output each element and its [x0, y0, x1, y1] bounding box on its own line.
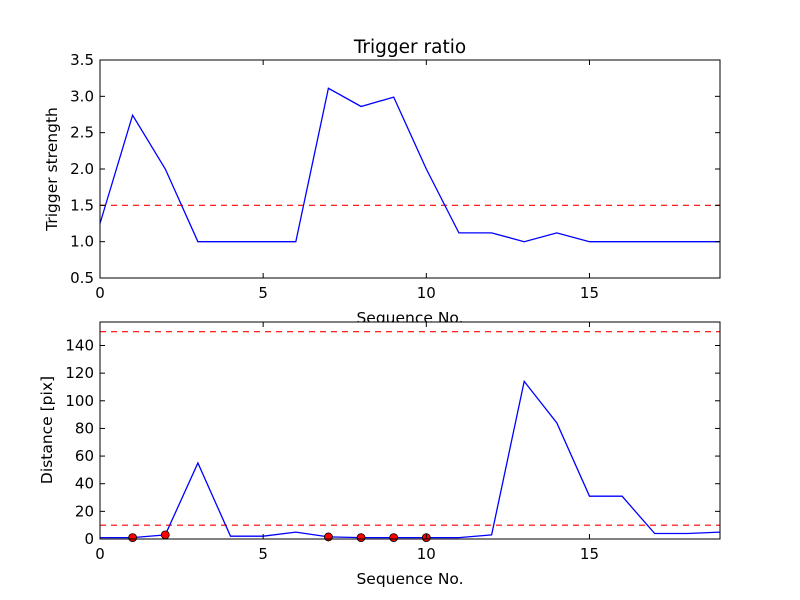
- y-tick-label: 100: [65, 392, 94, 410]
- x-tick-label: 15: [580, 545, 599, 563]
- x-tick-label: 0: [95, 284, 105, 302]
- x-tick-label: 10: [417, 545, 436, 563]
- series-line: [100, 379, 721, 539]
- y-tick-label: 2.5: [70, 124, 94, 142]
- data-point-marker: [356, 533, 366, 543]
- y-tick-label: 80: [75, 419, 94, 437]
- series-line: [99, 87, 720, 243]
- x-tick-label: 5: [258, 284, 268, 302]
- y-tick-label: 3.5: [70, 51, 94, 69]
- data-point-marker: [128, 533, 138, 543]
- x-axis-label: Sequence No.: [356, 570, 463, 588]
- y-tick-label: 120: [65, 364, 94, 382]
- y-tick-label: 20: [75, 502, 94, 520]
- x-tick-label: 10: [417, 284, 436, 302]
- data-point-marker: [324, 532, 333, 542]
- y-tick-label: 3.0: [70, 87, 94, 105]
- plot-area: [100, 60, 720, 278]
- trigger-ratio-subplot: Trigger ratio 0 5 10 15 0.5 1.0 1.5 2.0 2.5 3.0 3.…: [43, 37, 721, 327]
- plot-area: [100, 322, 720, 539]
- y-tick-label: 0: [84, 530, 94, 548]
- data-point-marker: [389, 533, 399, 543]
- plot-frame: [99, 321, 721, 540]
- y-tick-label: 1.5: [70, 196, 94, 214]
- y-tick-label: 60: [75, 447, 94, 465]
- y-axis-label: Distance [pix]: [38, 376, 56, 484]
- distance-subplot: 0 5 10 15 0 20 40 60 80 100 120 140 Sequence No. Di…: [38, 321, 721, 588]
- chart-title: Trigger ratio: [353, 37, 466, 58]
- data-point-marker: [160, 530, 170, 540]
- x-tick-label: 0: [95, 545, 105, 563]
- y-tick-label: 140: [65, 336, 94, 354]
- y-tick-label: 40: [75, 475, 94, 493]
- y-tick-label: 0.5: [70, 269, 94, 287]
- y-tick-label: 1.0: [70, 233, 94, 251]
- x-tick-label: 5: [258, 545, 268, 563]
- x-tick-label: 15: [580, 284, 599, 302]
- y-tick-label: 2.0: [70, 160, 94, 178]
- y-axis-label: Trigger strength: [43, 107, 61, 232]
